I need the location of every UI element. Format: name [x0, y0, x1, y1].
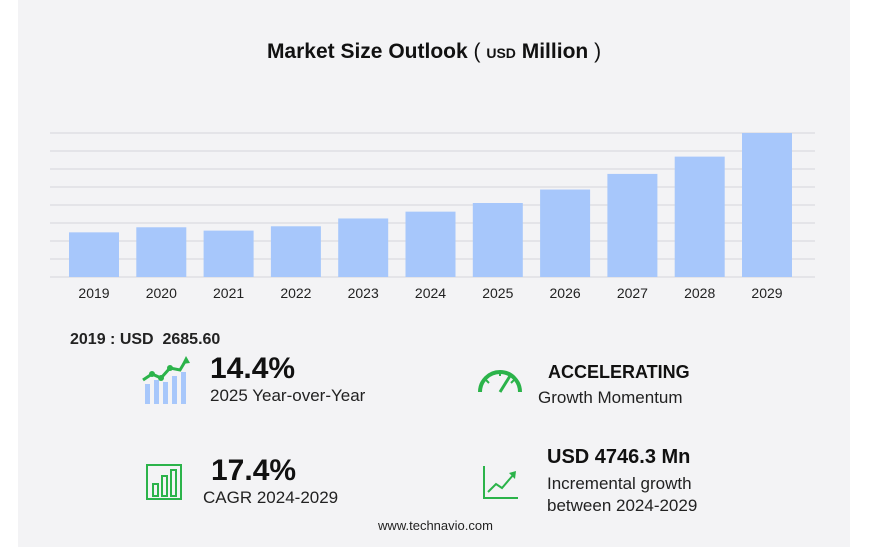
bar-2026 [540, 189, 591, 277]
x-tick-label-2022: 2022 [280, 285, 311, 301]
kpi-incremental-value: USD 4746.3 Mn [547, 446, 691, 468]
bar-2021 [203, 230, 254, 277]
chart-title-unit-suffix: Million [521, 40, 589, 63]
x-tick-label-2025: 2025 [482, 285, 513, 301]
x-tick-label-2026: 2026 [550, 285, 581, 301]
x-tick-label-2020: 2020 [146, 285, 177, 301]
bar-2022 [270, 226, 321, 277]
x-tick-label-2019: 2019 [78, 285, 109, 301]
source-footer: www.technavio.com [378, 518, 493, 533]
bar-chart-icon [146, 464, 182, 505]
speedometer-icon [476, 362, 524, 401]
chart-title-text: Market Size Outlook [266, 40, 468, 63]
kpi-yoy-label: 2025 Year-over-Year [210, 386, 366, 405]
kpi-momentum-value: ACCELERATING [548, 362, 690, 382]
bar-2019 [69, 232, 119, 277]
kpi-incremental-label-1: Incremental growth [547, 474, 692, 493]
kpi-incremental: USD 4746.3 Mn Incremental growth between… [547, 446, 697, 517]
x-tick-label-2029: 2029 [751, 285, 782, 301]
chart-title-unit-prefix: USD [486, 45, 516, 61]
kpi-yoy: 14.4% 2025 Year-over-Year [210, 352, 365, 406]
kpi-cagr-label: CAGR 2024-2029 [203, 488, 339, 507]
base-year-value: 2019 : USD 2685.60 [70, 331, 220, 349]
x-tick-label-2027: 2027 [617, 285, 648, 301]
bar-2024 [405, 211, 456, 277]
chart-title: Market Size Outlook ( USD Million ) [266, 40, 602, 63]
trend-bars-icon [140, 356, 190, 411]
bar-2023 [338, 218, 389, 277]
kpi-momentum-label: Growth Momentum [538, 388, 683, 407]
kpi-cagr: 17.4% CAGR 2024-2029 [203, 454, 338, 508]
bar-2027 [607, 173, 658, 277]
x-tick-label-2028: 2028 [684, 285, 715, 301]
x-tick-label-2024: 2024 [415, 285, 446, 301]
kpi-cagr-value: 17.4% [211, 454, 297, 487]
bar-2029 [742, 133, 792, 277]
bar-2020 [136, 227, 187, 277]
bar-2025 [472, 203, 523, 277]
base-year-label: 2019 : USD [70, 331, 154, 348]
bar-2028 [674, 156, 725, 277]
base-year-amount: 2685.60 [162, 331, 221, 348]
kpi-yoy-value: 14.4% [210, 352, 296, 385]
bar-chart: 2019 2020 2021 2022 2023 2024 2025 2026 2027 2028… [50, 132, 815, 301]
kpi-momentum: ACCELERATING Growth Momentum [538, 362, 690, 409]
x-tick-label-2023: 2023 [348, 285, 379, 301]
line-chart-icon [482, 464, 520, 505]
x-tick-label-2021: 2021 [213, 285, 244, 301]
kpi-incremental-label-2: between 2024-2029 [547, 496, 698, 515]
